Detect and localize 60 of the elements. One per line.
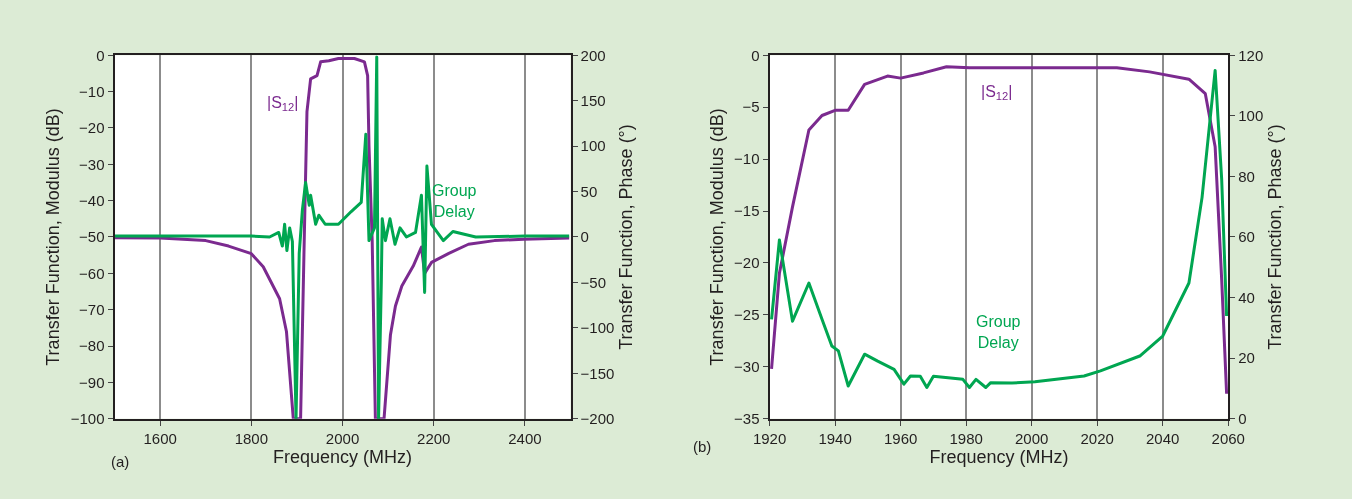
series-label: Group Delay (432, 182, 477, 220)
x-tick-label: 2000 (1014, 429, 1049, 447)
y2-tick-label: 60 (1238, 228, 1255, 246)
y2-tick-label: 200 (580, 46, 606, 64)
y2-tick-label: 40 (1238, 288, 1255, 306)
x-tick-label: 2040 (1146, 429, 1180, 447)
y2-tick-label: 120 (1238, 46, 1264, 64)
y-tick-label: −30 (79, 155, 105, 173)
y2-axis-title: Transfer Function, Phase (°) (1264, 124, 1285, 350)
text: (b) (693, 438, 712, 455)
y2-tick-label: 100 (1238, 107, 1264, 125)
y-tick-label: −20 (734, 254, 760, 272)
x-tick-label: 1980 (949, 429, 983, 447)
y-tick-label: −70 (79, 300, 105, 318)
y-tick-label: −10 (79, 82, 105, 100)
x-tick-label: 2060 (1211, 429, 1245, 447)
x-tick-label: 2200 (417, 429, 451, 447)
y2-tick-label: 150 (580, 91, 606, 109)
series-label: |S$_{12}$| (981, 83, 1013, 103)
x-tick-label: 1920 (752, 429, 787, 447)
y2-tick-label: −50 (580, 273, 607, 291)
y-tick-label: −90 (79, 373, 105, 391)
y-tick-label: −80 (79, 337, 105, 355)
x-tick-label: 2000 (325, 429, 360, 447)
y-tick-label: −40 (79, 191, 105, 209)
y2-axis-title: Transfer Function, Phase (°) (615, 124, 636, 350)
y-tick-label: 0 (751, 46, 760, 64)
y-tick-label: −35 (734, 409, 760, 427)
x-tick-label: 1960 (883, 429, 918, 447)
y2-tick-label: 0 (580, 228, 589, 246)
y-axis-title: Transfer Function, Modulus (dB) (706, 108, 727, 366)
x-axis-title: Frequency (MHz) (273, 446, 413, 467)
y2-tick-label: −200 (580, 409, 615, 427)
y2-tick-label: −150 (580, 364, 615, 382)
y-tick-label: 0 (96, 46, 105, 64)
x-tick-label: 1600 (143, 429, 177, 447)
x-axis-title: Frequency (MHz) (929, 446, 1069, 467)
y2-tick-label: 0 (1238, 409, 1247, 427)
y2-tick-label: 80 (1238, 167, 1255, 185)
x-tick-label: 1800 (234, 429, 269, 447)
y-tick-label: −20 (79, 119, 105, 137)
y-tick-label: −25 (734, 306, 760, 324)
y2-tick-label: 20 (1238, 349, 1255, 367)
y-tick-label: −5 (742, 98, 760, 116)
text: (a) (111, 453, 130, 470)
y-tick-label: −50 (79, 228, 105, 246)
y-tick-label: −60 (79, 264, 105, 282)
series-label: |S$_{12}$| (267, 94, 299, 114)
y-axis-title: Transfer Function, Modulus (dB) (43, 108, 64, 366)
series-label: Group Delay (976, 313, 1021, 351)
y-tick-label: −100 (70, 409, 105, 427)
y2-tick-label: 50 (580, 182, 598, 200)
x-tick-label: 2020 (1080, 429, 1114, 447)
y-tick-label: −15 (734, 202, 760, 220)
x-tick-label: 2400 (508, 429, 542, 447)
y2-tick-label: −100 (580, 319, 615, 337)
y-tick-label: −10 (734, 150, 760, 168)
y-tick-label: −30 (734, 358, 760, 376)
y2-tick-label: 100 (580, 137, 606, 155)
x-tick-label: 1940 (818, 429, 852, 447)
